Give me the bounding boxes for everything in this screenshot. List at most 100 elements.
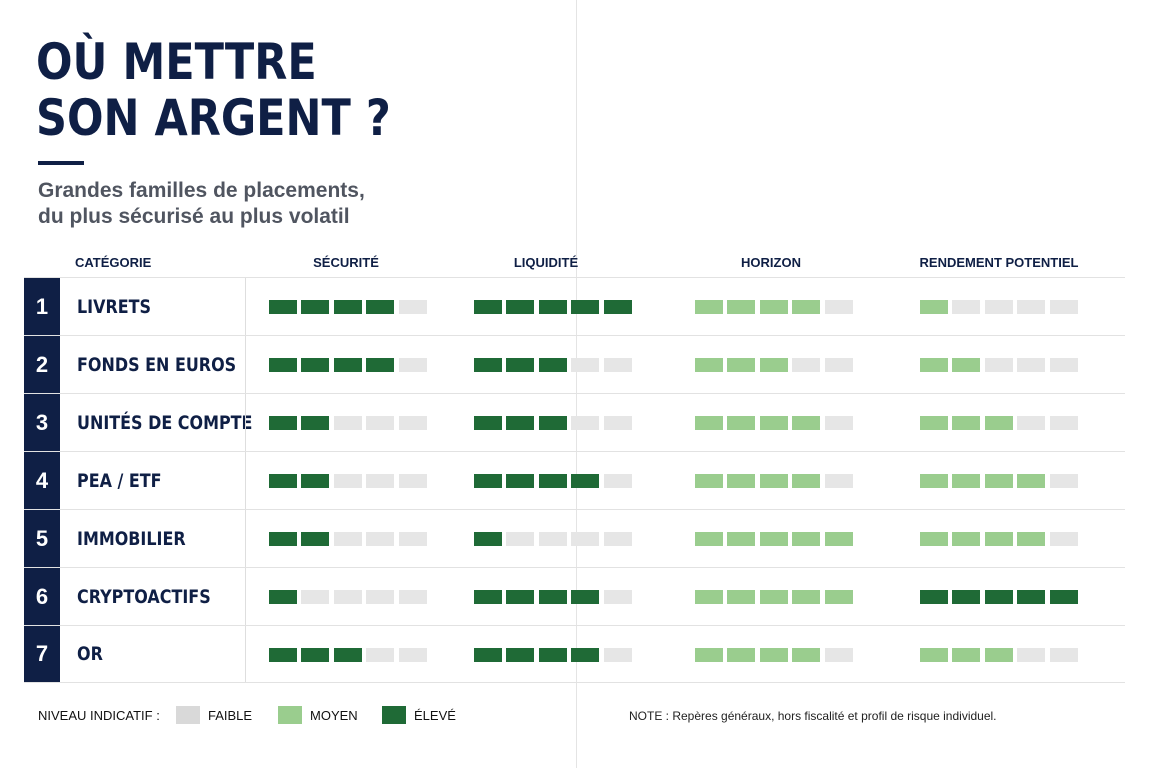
rating-segment [920,474,948,488]
rating-segment [398,532,427,546]
rating-segment [269,416,297,430]
rating-segment [506,300,535,314]
legend-item-low: FAIBLE [176,706,252,724]
header-category: CATÉGORIE [75,255,152,270]
rating-segment [603,648,632,662]
rating-segment [824,532,853,546]
rating-segment [333,300,362,314]
rating-segment [603,590,632,604]
rating-segment [571,474,600,488]
rating-segment [824,648,853,662]
rating-segment [695,416,723,430]
rating-segment [984,416,1013,430]
page-fold [576,0,577,768]
rating-segment [474,648,502,662]
rating-segment [474,416,502,430]
title-line-1: OÙ METTRE [36,33,317,91]
row-number: 3 [24,394,60,451]
rating-segment [824,358,853,372]
legend-label-high: ÉLEVÉ [414,707,456,723]
rating-segment [759,590,788,604]
legend-item-mid: MOYEN [278,706,358,724]
rating-segment [506,416,535,430]
footnote: NOTE : Repères généraux, hors fiscalité … [629,709,997,723]
rating-segment [727,590,756,604]
legend-swatch-mid [278,706,302,724]
row-number: 1 [24,278,60,335]
rating-segment [398,300,427,314]
rating-segment [366,474,395,488]
rating-segment [571,648,600,662]
header-return: RENDEMENT POTENTIEL [919,255,1079,270]
rating-segment [695,474,723,488]
row-label: CRYPTOACTIFS [77,585,211,608]
table-row: 5 IMMOBILIER [24,509,1125,567]
rating-segment [301,300,330,314]
rating-segment [1017,590,1046,604]
rating-segment [1017,648,1046,662]
rating-segment [333,358,362,372]
rating-segment [398,416,427,430]
rating-segment [952,532,981,546]
rating-segment [538,358,567,372]
header-security: SÉCURITÉ [313,255,379,270]
rating-segment [952,648,981,662]
rating-segment [301,648,330,662]
legend-label-mid: MOYEN [310,707,358,723]
rating-segment [538,416,567,430]
rating-segment [538,474,567,488]
rating-segment [603,532,632,546]
row-label: FONDS EN EUROS [77,353,237,376]
rating-segment [269,474,297,488]
rating-segment [1017,300,1046,314]
rating-segment [824,590,853,604]
rating-segment [1017,416,1046,430]
subtitle-line-1: Grandes familles de placements, [38,179,365,202]
rating-segment [506,648,535,662]
rating-segment [1017,474,1046,488]
rating-segment [792,300,821,314]
rating-segment [1049,590,1078,604]
rating-segment [538,532,567,546]
rating-segment [792,474,821,488]
rating-segment [759,416,788,430]
row-number: 4 [24,452,60,509]
rating-segment [398,648,427,662]
rating-segment [603,300,632,314]
rating-segment [792,416,821,430]
rating-segment [792,358,821,372]
rating-segment [920,416,948,430]
row-divider [245,626,246,682]
rating-segment [759,532,788,546]
header-horizon: HORIZON [741,255,801,270]
legend-item-high: ÉLEVÉ [382,706,456,724]
rating-segment [398,590,427,604]
rating-segment [603,358,632,372]
table-row: 4 PEA / ETF [24,451,1125,509]
row-label: UNITÉS DE COMPTE [77,411,253,434]
rating-segment [366,648,395,662]
row-divider [245,510,246,567]
rating-segment [603,416,632,430]
row-divider [245,568,246,625]
rating-segment [952,358,981,372]
rating-segment [269,648,297,662]
rating-segment [727,416,756,430]
rating-segment [269,358,297,372]
row-number: 2 [24,336,60,393]
rating-segment [538,300,567,314]
rating-segment [759,474,788,488]
row-divider [245,452,246,509]
rating-segment [792,590,821,604]
rating-segment [301,590,330,604]
title-rule [38,161,84,165]
rating-segment [301,358,330,372]
legend-title: NIVEAU INDICATIF : [38,708,160,723]
rating-segment [1049,474,1078,488]
rating-segment [366,590,395,604]
rating-segment [269,590,297,604]
rating-segment [333,590,362,604]
rating-segment [366,300,395,314]
row-divider [245,278,246,335]
row-label: LIVRETS [77,295,152,318]
